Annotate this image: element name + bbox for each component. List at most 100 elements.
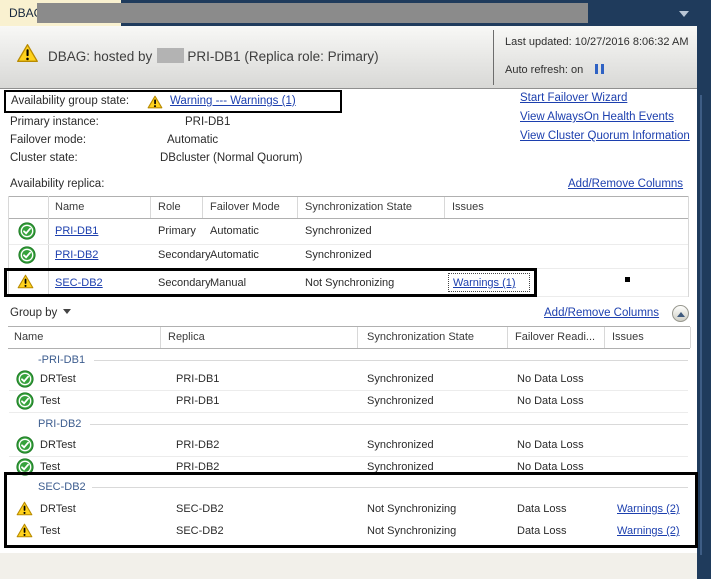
database-sync-state: Synchronized [367,461,434,473]
cluster-state-label: Cluster state: [10,152,78,164]
replica-name-link[interactable]: PRI-DB1 [55,225,99,237]
footer-strip [0,553,697,579]
start-failover-wizard-link[interactable]: Start Failover Wizard [520,92,628,104]
database-sync-state: Synchronized [367,439,434,451]
ok-status-icon [16,392,34,410]
group-header-pri-db1[interactable]: -PRI-DB1 [38,354,86,366]
failover-mode-value: Automatic [167,134,219,146]
last-updated: Last updated: 10/27/2016 8:06:32 AM [505,36,689,48]
database-name: Test [40,395,61,407]
database-add-remove-columns-link[interactable]: Add/Remove Columns [544,307,660,319]
group-header-sec-db2[interactable]: SEC-DB2 [38,481,86,493]
issues-link-focus-box [448,273,530,292]
replica-col-header-failover-mode[interactable]: Failover Mode [210,201,280,213]
database-row-separator [9,456,688,457]
replica-failover-mode: Manual [210,277,247,289]
replica-role: Secondary [158,277,211,289]
view-health-events-link[interactable]: View AlwaysOn Health Events [520,111,674,123]
group-header-pri-db2[interactable]: PRI-DB2 [38,418,82,430]
database-col-header-issues[interactable]: Issues [612,331,644,343]
database-col-divider [160,327,161,348]
page-title: DBAG: hosted by PRI-DB1 (Replica role: Pr… [48,48,379,64]
replica-section-label: Availability replica: [10,178,105,190]
database-name: DRTest [40,439,76,451]
group-state-highlight-box: Availability group state: Warning --- Wa… [4,90,342,113]
replica-col-header-issues[interactable]: Issues [452,201,484,213]
replica-col-divider [150,197,151,218]
auto-refresh: Auto refresh: on [505,64,607,77]
redacted-tab-title [37,3,588,23]
pause-icon[interactable] [595,64,607,77]
replica-row-separator [9,244,688,245]
replica-col-header-name[interactable]: Name [55,201,85,213]
replica-failover-mode: Automatic [210,225,259,237]
database-col-divider [690,327,691,348]
list-item[interactable]: DRTest PRI-DB2 Synchronized No Data Loss [0,434,697,456]
group-by-dropdown[interactable]: Group by [10,307,72,319]
database-col-header-sync-state[interactable]: Synchronization State [367,331,475,343]
replica-sync-state: Not Synchronizing [305,277,395,289]
table-row[interactable]: SEC-DB2 Secondary Manual Not Synchronizi… [0,270,697,296]
replica-sync-state: Synchronized [305,249,372,261]
database-replica: PRI-DB2 [176,461,220,473]
replica-add-remove-columns-link[interactable]: Add/Remove Columns [568,178,684,190]
view-quorum-info-link[interactable]: View Cluster Quorum Information [520,130,690,142]
cluster-state-value: DBcluster (Normal Quorum) [160,152,303,164]
group-header-rule [90,424,688,425]
list-item[interactable]: DRTest PRI-DB1 Synchronized No Data Loss [0,368,697,390]
replica-sync-state: Synchronized [305,225,372,237]
failover-mode-label: Failover mode: [10,134,87,146]
page-title-suffix: PRI-DB1 (Replica role: Primary) [187,49,379,64]
list-item[interactable]: Test PRI-DB2 Synchronized No Data Loss [0,456,697,478]
page-title-prefix: DBAG: hosted by [48,49,153,64]
database-col-header-name[interactable]: Name [14,331,44,343]
group-header-rule [94,360,688,361]
database-table-top-border [8,326,690,327]
scroll-to-top-button[interactable] [672,305,689,322]
replica-col-header-sync-state[interactable]: Synchronization State [305,201,413,213]
replica-header-bottom-border [8,218,688,219]
list-item[interactable]: Test PRI-DB1 Synchronized No Data Loss [0,390,697,412]
database-failover-readiness: Data Loss [517,503,567,515]
database-col-header-replica[interactable]: Replica [168,331,205,343]
scrollbar-thumb[interactable] [700,95,702,555]
up-arrow-icon [677,312,685,317]
database-replica: SEC-DB2 [176,525,224,537]
primary-instance-label: Primary instance: [10,116,99,128]
database-issues-warnings-link[interactable]: Warnings (2) [617,525,680,537]
replica-issues-warnings-link[interactable]: Warnings (1) [453,277,516,289]
database-row-separator [9,412,688,413]
table-row[interactable]: PRI-DB1 Primary Automatic Synchronized [0,220,697,244]
ok-status-icon [18,246,36,264]
group-state-warnings-link[interactable]: Warning --- Warnings (1) [170,95,296,107]
header-divider [493,30,494,85]
replica-name-link[interactable]: SEC-DB2 [55,277,103,289]
database-col-header-failover-readiness[interactable]: Failover Readi... [515,331,596,343]
database-replica: PRI-DB1 [176,395,220,407]
replica-col-header-role[interactable]: Role [158,201,181,213]
table-row[interactable]: PRI-DB2 Secondary Automatic Synchronized [0,244,697,268]
replica-col-divider [297,197,298,218]
group-by-label: Group by [10,307,58,319]
database-name: Test [40,525,61,537]
ok-status-icon [18,222,36,240]
chevron-down-icon[interactable] [679,11,689,17]
list-item[interactable]: DRTest SEC-DB2 Not Synchronizing Data Lo… [0,498,697,520]
database-col-divider [357,327,358,348]
warning-icon [16,43,39,63]
replica-table-right-border [688,196,689,297]
ok-status-icon [16,436,34,454]
database-name: Test [40,461,61,473]
ok-status-icon [16,458,34,476]
replica-name-link[interactable]: PRI-DB2 [55,249,99,261]
group-state-label: Availability group state: [11,95,130,107]
database-sync-state: Synchronized [367,373,434,385]
replica-role: Secondary [158,249,211,261]
list-item[interactable]: Test SEC-DB2 Not Synchronizing Data Loss… [0,520,697,542]
caret-down-icon [63,309,72,314]
database-sync-state: Not Synchronizing [367,525,457,537]
database-failover-readiness: No Data Loss [517,439,584,451]
database-issues-warnings-link[interactable]: Warnings (2) [617,503,680,515]
replica-role: Primary [158,225,196,237]
